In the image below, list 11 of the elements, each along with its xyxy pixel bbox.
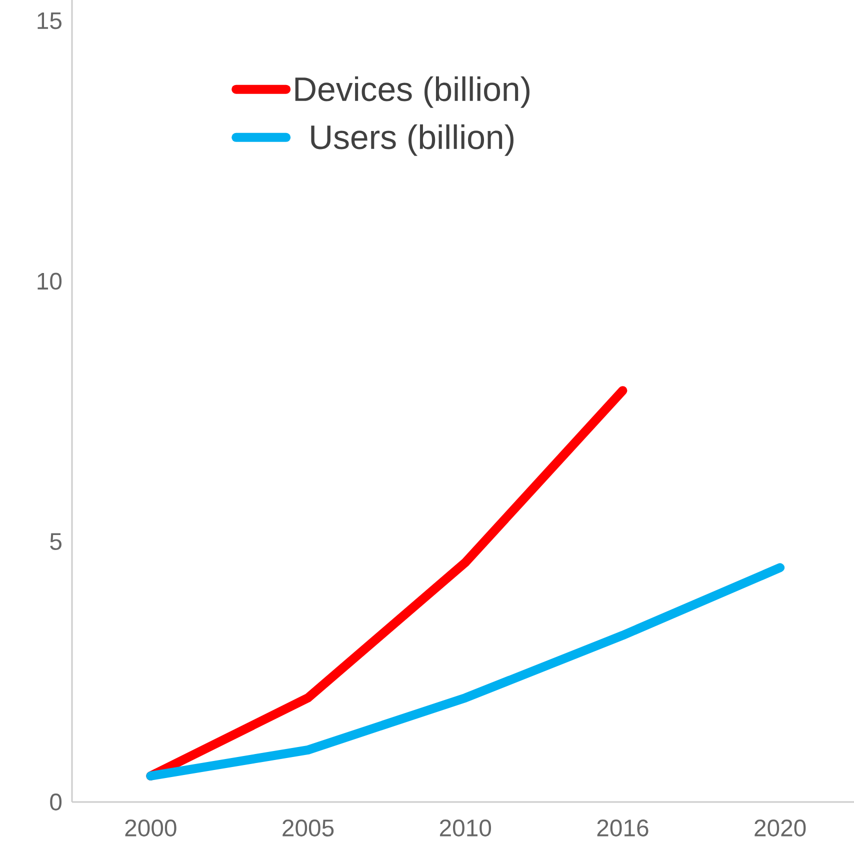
y-tick-label: 15	[38, 12, 62, 30]
legend-label: Devices (billion)	[295, 76, 530, 108]
y-tick-label: 5	[50, 533, 62, 550]
x-tick-label: 2010	[440, 820, 492, 836]
legend-label: Users (billion)	[311, 124, 514, 156]
y-tick-label: 10	[38, 272, 62, 290]
y-tick-label: 0	[50, 794, 62, 810]
x-tick-label: 2020	[754, 820, 806, 836]
x-tick-label: 2016	[597, 820, 648, 836]
x-tick-label: 2005	[282, 820, 334, 836]
x-tick-label: 2000	[125, 820, 176, 836]
